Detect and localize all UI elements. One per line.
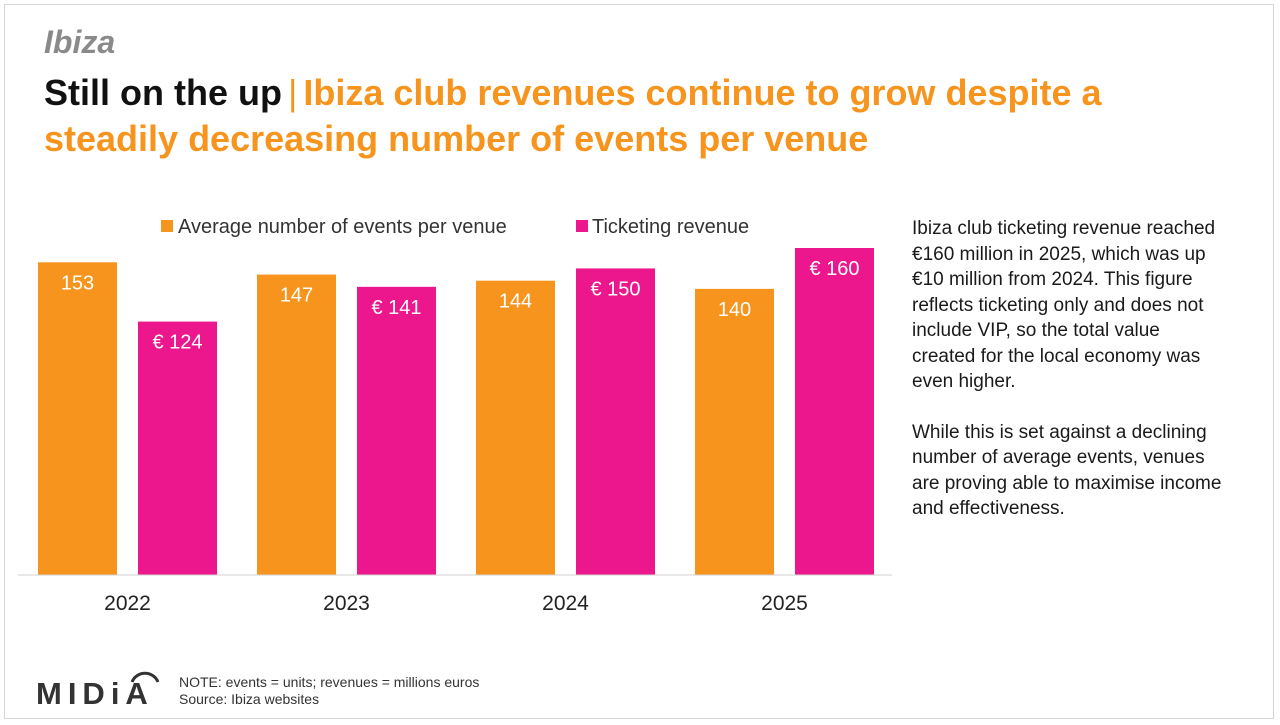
- bar-events-2025: [695, 288, 774, 575]
- commentary-panel: Ibiza club ticketing revenue reached €16…: [912, 216, 1222, 547]
- data-label-revenue-2023: € 141: [371, 297, 421, 319]
- bar-chart: Average number of events per venue Ticke…: [18, 216, 892, 615]
- logo-arc-icon: [130, 671, 160, 683]
- headline-separator: |: [287, 72, 298, 113]
- legend-swatch-events: [161, 220, 173, 232]
- footnote-source: Source: Ibiza websites: [179, 691, 320, 707]
- x-tick-label-2025: 2025: [761, 592, 808, 615]
- midia-logo: MIDiA: [36, 671, 160, 711]
- logo-wordmark: MIDiA: [36, 676, 154, 711]
- footnote-note: NOTE: events = units; revenues = million…: [179, 674, 480, 690]
- x-tick-label-2024: 2024: [542, 592, 589, 615]
- bar-revenue-2022: [138, 321, 217, 575]
- section-kicker: Ibiza: [44, 24, 116, 60]
- x-axis-tick-group: 2022 2023 2024 2025: [104, 592, 808, 615]
- x-tick-label-2023: 2023: [323, 592, 370, 615]
- slide-frame: [4, 4, 1274, 719]
- x-tick-label-2022: 2022: [104, 592, 151, 615]
- headline-subtitle: Ibiza club revenues continue to grow des…: [44, 72, 1102, 159]
- bar-group: [38, 248, 874, 575]
- legend-label-revenue: Ticketing revenue: [592, 216, 749, 238]
- commentary-paragraph-1: Ibiza club ticketing revenue reached €16…: [912, 218, 1216, 392]
- bar-revenue-2023: [357, 286, 436, 575]
- legend-swatch-revenue: [576, 220, 588, 232]
- legend-label-events: Average number of events per venue: [178, 216, 507, 238]
- bar-events-2022: [38, 262, 117, 575]
- commentary-paragraph-2: While this is set against a declining nu…: [912, 421, 1222, 520]
- chart-legend: Average number of events per venue Ticke…: [161, 216, 749, 238]
- data-label-events-2022: 153: [61, 272, 94, 294]
- data-label-events-2024: 144: [499, 291, 532, 313]
- data-label-revenue-2025: € 160: [809, 258, 859, 280]
- bar-label-group: 153 € 124 147 € 141 144 € 150 140 € 160: [61, 258, 860, 354]
- data-label-events-2023: 147: [280, 285, 313, 307]
- data-label-revenue-2024: € 150: [590, 278, 640, 300]
- page-title: Still on the up | Ibiza club revenues cont…: [44, 70, 1244, 162]
- data-label-events-2025: 140: [718, 299, 751, 321]
- bar-events-2024: [476, 280, 555, 575]
- data-label-revenue-2022: € 124: [152, 332, 202, 354]
- bar-revenue-2024: [576, 268, 655, 575]
- bar-events-2023: [257, 274, 336, 575]
- headline-main: Still on the up: [44, 72, 282, 113]
- footnote: NOTE: events = units; revenues = million…: [179, 674, 479, 708]
- bar-revenue-2025: [795, 248, 874, 575]
